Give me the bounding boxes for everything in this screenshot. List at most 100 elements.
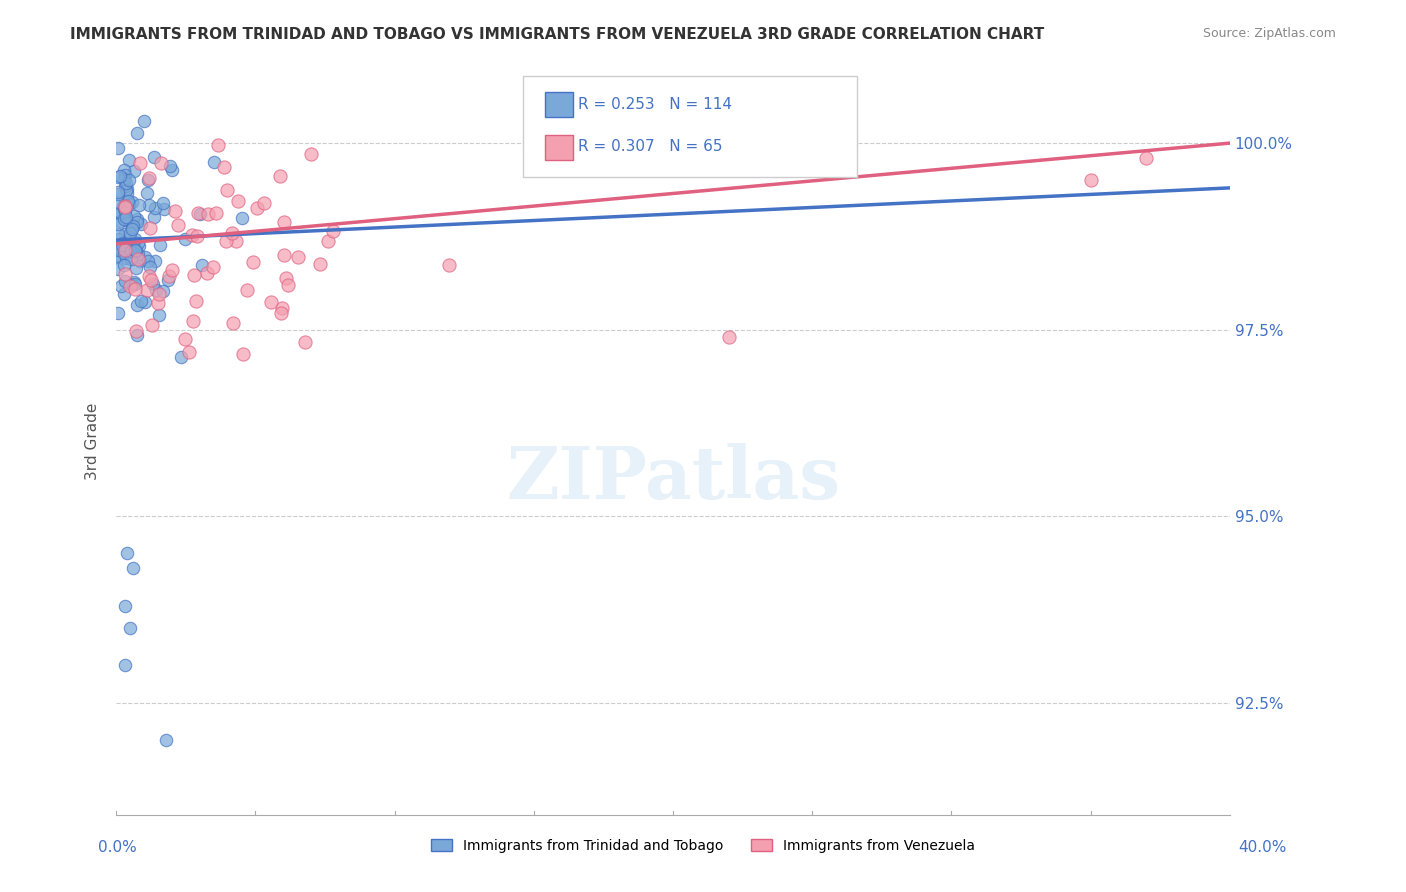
Point xyxy=(120,621,142,635)
Point xyxy=(231,211,253,225)
Point xyxy=(174,332,197,346)
Point xyxy=(129,218,152,232)
Point xyxy=(226,194,249,208)
Point xyxy=(138,253,160,268)
Point xyxy=(107,249,129,263)
Point xyxy=(122,164,145,178)
Point xyxy=(309,257,332,271)
Point xyxy=(153,202,176,216)
Point xyxy=(124,277,146,291)
Point xyxy=(138,171,160,186)
Point xyxy=(271,301,294,315)
Point xyxy=(139,221,162,235)
Point xyxy=(197,206,219,220)
Point xyxy=(138,198,160,212)
Point xyxy=(117,546,139,560)
Point xyxy=(110,207,132,221)
Point xyxy=(1080,173,1102,187)
Point xyxy=(128,198,150,212)
Point xyxy=(107,232,129,246)
Point xyxy=(125,215,148,229)
Point xyxy=(316,235,339,249)
Point xyxy=(117,238,139,252)
Point xyxy=(134,250,156,264)
Point xyxy=(122,241,145,255)
Point xyxy=(142,277,165,292)
Point xyxy=(167,219,190,233)
Point xyxy=(107,217,129,231)
Point xyxy=(179,345,201,359)
Point xyxy=(118,197,141,211)
Point xyxy=(114,227,136,241)
Point xyxy=(122,210,145,224)
Point xyxy=(270,306,292,320)
Point xyxy=(148,308,170,322)
Point xyxy=(114,168,136,182)
Point xyxy=(121,252,143,267)
Point xyxy=(205,206,228,220)
Point xyxy=(128,238,150,252)
Point xyxy=(134,295,156,310)
Point xyxy=(322,224,344,238)
Point xyxy=(112,172,135,186)
Point xyxy=(128,253,150,268)
Point xyxy=(107,247,129,261)
Point xyxy=(202,260,225,275)
Point xyxy=(1135,151,1157,165)
Point xyxy=(121,219,143,234)
FancyBboxPatch shape xyxy=(546,135,572,160)
Point xyxy=(149,156,172,170)
Point xyxy=(269,169,291,183)
Point xyxy=(115,182,138,196)
Point xyxy=(184,294,207,309)
Point xyxy=(107,194,129,209)
Point xyxy=(107,243,129,257)
Point xyxy=(108,213,131,227)
Point xyxy=(107,187,129,202)
Point xyxy=(294,334,316,349)
Point xyxy=(121,222,143,236)
Point xyxy=(148,238,170,252)
Point xyxy=(112,287,135,301)
Text: R = 0.253   N = 114: R = 0.253 N = 114 xyxy=(578,97,733,112)
Point xyxy=(127,298,149,312)
Point xyxy=(232,347,254,361)
Point xyxy=(195,266,218,280)
Text: 0.0%: 0.0% xyxy=(98,840,138,855)
Point xyxy=(115,213,138,227)
Point xyxy=(110,279,132,293)
Point xyxy=(173,232,195,246)
Point xyxy=(136,172,159,186)
Point xyxy=(253,196,276,211)
Point xyxy=(143,202,166,216)
FancyBboxPatch shape xyxy=(546,93,572,117)
Point xyxy=(236,283,259,297)
Point xyxy=(118,229,141,244)
Point xyxy=(146,296,169,310)
Point xyxy=(108,169,131,183)
Point xyxy=(120,244,142,259)
Point xyxy=(134,113,156,128)
Point xyxy=(160,163,183,178)
Point xyxy=(186,228,208,243)
Point xyxy=(125,244,148,258)
Point xyxy=(129,294,152,309)
Point xyxy=(111,238,134,252)
Point xyxy=(157,269,180,284)
Point xyxy=(125,328,148,343)
Point xyxy=(112,212,135,227)
Point xyxy=(242,255,264,269)
Point xyxy=(155,733,177,747)
Point xyxy=(124,232,146,246)
Point xyxy=(188,207,211,221)
Point xyxy=(121,195,143,210)
Text: 40.0%: 40.0% xyxy=(1239,840,1286,855)
Point xyxy=(215,234,238,248)
Point xyxy=(287,251,309,265)
Point xyxy=(114,274,136,288)
Point xyxy=(127,247,149,261)
Point xyxy=(114,267,136,281)
Point xyxy=(115,210,138,224)
Point xyxy=(107,306,129,320)
Y-axis label: 3rd Grade: 3rd Grade xyxy=(86,403,100,480)
